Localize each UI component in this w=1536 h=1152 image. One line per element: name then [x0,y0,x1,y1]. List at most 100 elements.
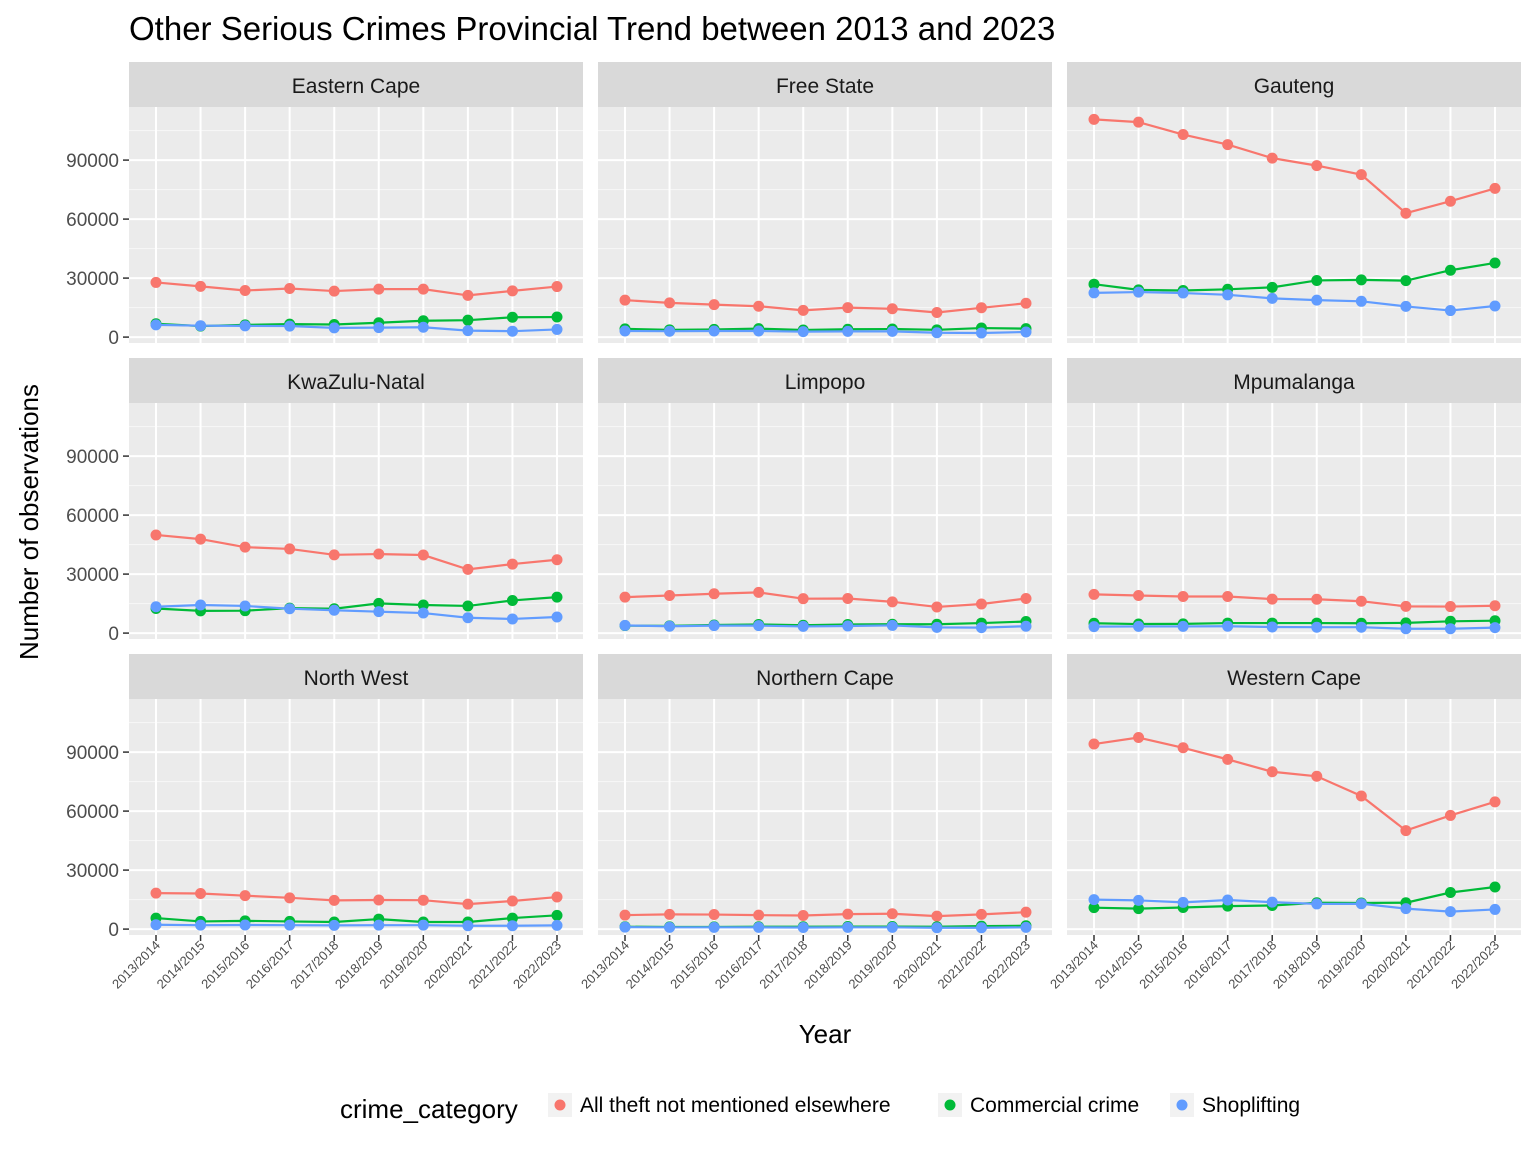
data-point [1266,292,1278,304]
data-point [975,922,987,934]
data-point [1355,898,1367,910]
series-all-theft-not-mentioned-elsewhere [1088,588,1501,613]
series-all-theft-not-mentioned-elsewhere [619,294,1032,319]
plot-background [1067,107,1521,343]
data-point [1177,287,1189,299]
legend-label: Commercial crime [970,1094,1139,1117]
data-point [1222,289,1234,301]
data-point [462,600,474,612]
data-point [1020,906,1032,918]
data-point [1311,770,1323,782]
data-point [1133,116,1145,128]
series-line [1093,261,1496,292]
series-line [155,533,558,571]
data-point [417,283,429,295]
series-line [1093,593,1496,608]
data-point [842,908,854,920]
series-shoplifting [1088,894,1501,918]
data-point [975,302,987,314]
data-point [931,922,943,934]
data-point [931,307,943,319]
data-point [708,909,720,921]
panel-western-cape: Western Cape2013/20142014/20152015/20162… [1047,654,1521,992]
data-point [1400,903,1412,915]
series-shoplifting [619,325,1032,339]
data-point [797,304,809,316]
data-point [1489,257,1501,269]
y-tick-label: 90000 [66,447,119,468]
data-point [150,276,162,288]
y-tick-label: 30000 [66,565,119,586]
data-point [619,591,631,603]
data-point [506,311,518,323]
data-point [1355,169,1367,181]
legend-marker [944,1099,956,1111]
panel-northern-cape: Northern Cape2013/20142014/20152015/2016… [578,654,1052,992]
data-point [842,325,854,337]
data-point [975,622,987,634]
y-tick-label: 60000 [66,802,119,823]
series-all-theft-not-mentioned-elsewhere [150,529,563,575]
series-line [155,603,558,621]
series-line [155,923,558,927]
data-point [1222,753,1234,765]
series-line [624,329,1027,335]
data-point [462,325,474,337]
series-all-theft-not-mentioned-elsewhere [619,586,1032,613]
data-point [753,909,765,921]
plot-background [598,699,1052,935]
x-axis-title: Year [799,1019,852,1049]
facet-label: Eastern Cape [292,75,420,98]
data-point [1222,894,1234,906]
data-point [373,548,385,560]
data-point [373,322,385,334]
series-shoplifting [1088,286,1501,317]
facet-strip [1067,654,1521,699]
facet-strip [129,654,583,699]
facet-strip [129,358,583,403]
data-point [1489,622,1501,634]
data-point [931,910,943,922]
data-point [1088,738,1100,750]
series-shoplifting [150,319,563,337]
data-point [1266,621,1278,633]
series-shoplifting [150,919,563,932]
series-line [624,326,1027,332]
facet-label: Free State [776,75,874,98]
x-tick-label: 2022/2023 [510,938,564,992]
data-point [506,594,518,606]
data-point [975,327,987,339]
data-point [417,894,429,906]
facet-label: KwaZulu-Natal [287,371,425,394]
data-point [551,281,563,293]
legend: crime_category All theft not mentioned e… [340,1093,1300,1124]
data-point [284,320,296,332]
data-point [664,921,676,933]
data-point [1489,300,1501,312]
y-tick-label: 30000 [66,861,119,882]
data-point [1311,274,1323,286]
data-point [1489,600,1501,612]
legend-items: All theft not mentioned elsewhere Commerc… [548,1093,1300,1117]
data-point [462,898,474,910]
data-point [753,620,765,632]
data-point [1088,113,1100,125]
data-point [1133,903,1145,915]
data-point [506,285,518,297]
data-point [462,920,474,932]
data-point [1266,896,1278,908]
data-point [373,919,385,931]
data-point [1088,902,1100,914]
series-line [155,281,558,297]
data-point [842,592,854,604]
data-point [797,910,809,922]
data-point [150,919,162,931]
data-point [506,895,518,907]
legend-title: crime_category [340,1094,518,1124]
data-point [886,303,898,315]
data-point [1400,825,1412,837]
data-point [328,894,340,906]
series-line [1093,290,1496,312]
data-point [797,593,809,605]
data-point [619,325,631,337]
